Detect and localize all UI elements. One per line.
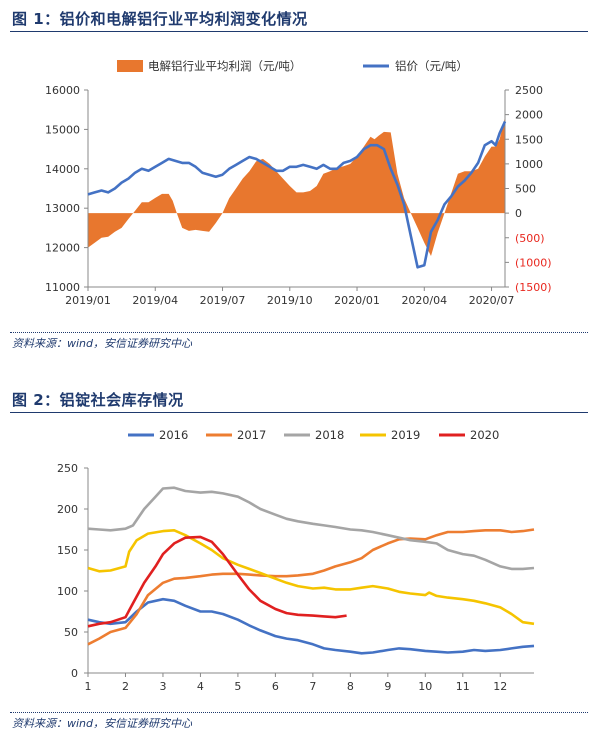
right-tick-label: 0 (515, 207, 522, 220)
series-line-2017 (87, 528, 535, 646)
figure2-title-rule (10, 412, 588, 413)
y-tick-label: 50 (64, 626, 78, 639)
legend-label-2019: 2019 (391, 428, 420, 442)
legend-label-2016: 2016 (159, 428, 188, 442)
x-tick-label: 12 (493, 680, 507, 693)
x-tick-label: 1 (85, 680, 92, 693)
legend-label-price: 铝价（元/吨） (395, 59, 468, 73)
x-tick-label: 11 (456, 680, 470, 693)
right-tick-label: 1000 (515, 158, 543, 171)
x-tick-label: 8 (347, 680, 354, 693)
x-tick-label: 4 (197, 680, 204, 693)
series-line-2019 (87, 529, 535, 626)
x-tick-label: 9 (384, 680, 391, 693)
x-tick-label: 2019/04 (132, 294, 178, 307)
series-line-2016 (87, 597, 535, 655)
left-tick-label: 14000 (45, 163, 80, 176)
x-tick-label: 2019/10 (267, 294, 313, 307)
chart1-profit-price: 电解铝行业平均利润（元/吨） 铝价（元/吨）1600015000140001300… (45, 59, 552, 307)
figure1-title-rule (10, 31, 588, 32)
x-tick-label: 7 (309, 680, 316, 693)
left-tick-label: 12000 (45, 242, 80, 255)
legend-label-profit: 电解铝行业平均利润（元/吨） (148, 59, 301, 73)
x-tick-label: 10 (418, 680, 432, 693)
x-tick-label: 3 (159, 680, 166, 693)
price-line (87, 120, 507, 269)
legend-swatch-profit (117, 60, 143, 72)
right-tick-label: (1000) (515, 256, 552, 269)
x-tick-label: 2020/07 (469, 294, 515, 307)
right-tick-label: 2000 (515, 109, 543, 122)
legend-label-2018: 2018 (315, 428, 344, 442)
figure2-source: 资料来源：wind，安信证券研究中心 (12, 717, 193, 730)
x-tick-label: 2019/07 (200, 294, 246, 307)
x-tick-label: 6 (272, 680, 279, 693)
legend-label-2020: 2020 (470, 428, 499, 442)
y-tick-label: 100 (57, 585, 78, 598)
x-tick-label: 5 (234, 680, 241, 693)
left-tick-label: 13000 (45, 202, 80, 215)
profit-area (88, 117, 505, 256)
right-tick-label: (1500) (515, 281, 552, 294)
x-tick-label: 2019/01 (65, 294, 111, 307)
right-tick-label: 500 (515, 183, 536, 196)
x-tick-label: 2 (122, 680, 129, 693)
y-tick-label: 0 (71, 667, 78, 680)
figure1-source-rule (10, 332, 588, 333)
x-tick-label: 2020/01 (334, 294, 380, 307)
x-tick-label: 2020/04 (401, 294, 447, 307)
right-tick-label: 2500 (515, 84, 543, 97)
figure2-title: 图 2：铝锭社会库存情况 (12, 391, 184, 409)
left-tick-label: 15000 (45, 123, 80, 136)
figure1-title: 图 1：铝价和电解铝行业平均利润变化情况 (12, 10, 308, 28)
series-line-2018 (87, 486, 535, 571)
y-tick-label: 200 (57, 503, 78, 516)
right-tick-label: (500) (515, 232, 545, 245)
right-tick-label: 1500 (515, 133, 543, 146)
y-tick-label: 150 (57, 544, 78, 557)
legend-label-2017: 2017 (237, 428, 266, 442)
series-line-2020 (87, 535, 347, 628)
figure1-source: 资料来源：wind，安信证券研究中心 (12, 337, 193, 350)
y-tick-label: 250 (57, 462, 78, 475)
figure2-source-rule (10, 712, 588, 713)
left-tick-label: 11000 (45, 281, 80, 294)
left-tick-label: 16000 (45, 84, 80, 97)
